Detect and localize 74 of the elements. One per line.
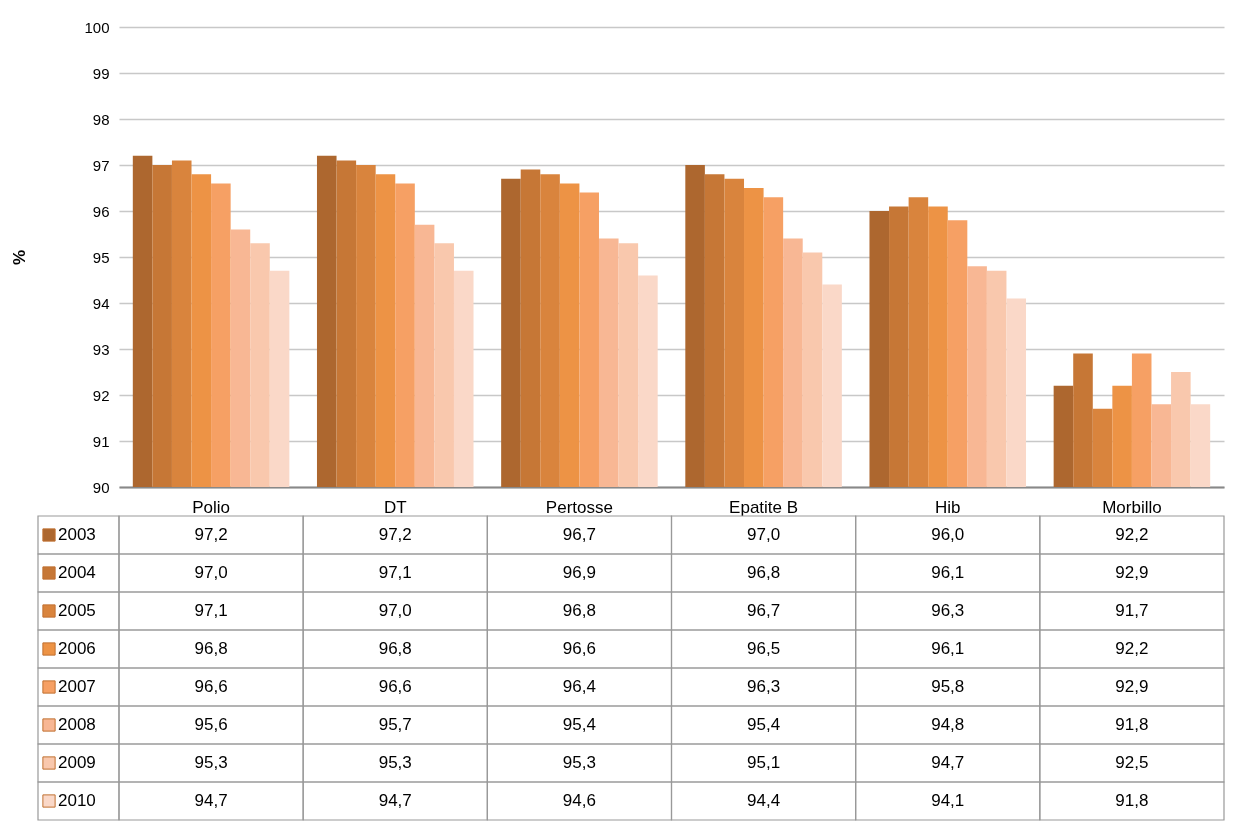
- data-label: 96,8: [194, 639, 228, 658]
- legend-label: 2008: [58, 715, 96, 734]
- data-label: 91,8: [1115, 791, 1149, 810]
- data-label: 96,6: [194, 677, 228, 696]
- data-label: 96,8: [562, 601, 596, 620]
- data-label: 97,1: [194, 601, 228, 620]
- data-label: 95,3: [378, 753, 412, 772]
- data-label: 96,8: [747, 563, 781, 582]
- y-tick-label: 98: [92, 110, 110, 128]
- data-label: 96,0: [931, 525, 965, 544]
- x-tick-label: Pertosse: [545, 497, 613, 517]
- data-label: 96,9: [562, 563, 596, 582]
- data-label: 95,4: [747, 715, 781, 734]
- legend-label: 2009: [58, 753, 96, 772]
- x-tick-label: Hib: [934, 497, 961, 517]
- data-label: 97,2: [194, 525, 228, 544]
- data-label: 94,7: [931, 753, 965, 772]
- data-label: 91,7: [1115, 601, 1149, 620]
- x-tick-label: Morbillo: [1102, 497, 1162, 517]
- x-tick-label: Epatite B: [729, 497, 799, 517]
- data-label: 96,6: [378, 677, 412, 696]
- data-label: 97,2: [378, 525, 412, 544]
- y-tick-label: 93: [92, 340, 110, 358]
- y-tick-label: 99: [92, 64, 110, 82]
- data-label: 96,1: [931, 639, 965, 658]
- y-axis-title: %: [10, 249, 30, 266]
- y-tick-label: 92: [92, 386, 110, 404]
- legend-label: 2010: [58, 791, 96, 810]
- y-tick-label: 97: [92, 156, 110, 174]
- y-tick-label: 91: [92, 432, 110, 450]
- data-label: 96,4: [562, 677, 596, 696]
- y-tick-label: 90: [92, 478, 110, 496]
- data-label: 97,1: [378, 563, 412, 582]
- data-label: 95,7: [378, 715, 412, 734]
- data-label: 97,0: [194, 563, 228, 582]
- legend-label: 2003: [58, 525, 96, 544]
- data-label: 96,8: [378, 639, 412, 658]
- data-label: 94,6: [562, 791, 596, 810]
- data-label: 96,5: [747, 639, 781, 658]
- data-label: 94,8: [931, 715, 965, 734]
- x-tick-label: Polio: [192, 497, 230, 517]
- data-label: 96,6: [562, 639, 596, 658]
- data-label: 95,6: [194, 715, 228, 734]
- data-label: 97,0: [747, 525, 781, 544]
- data-label: 95,8: [931, 677, 965, 696]
- y-tick-label: 94: [92, 294, 110, 312]
- data-label: 96,3: [931, 601, 965, 620]
- data-label: 92,2: [1115, 525, 1149, 544]
- data-label: 94,4: [747, 791, 781, 810]
- y-tick-label: 100: [84, 18, 110, 36]
- data-label: 95,3: [194, 753, 228, 772]
- data-label: 91,8: [1115, 715, 1149, 734]
- legend-label: 2006: [58, 639, 96, 658]
- legend-label: 2007: [58, 677, 96, 696]
- data-label: 96,7: [562, 525, 596, 544]
- data-label: 94,7: [194, 791, 228, 810]
- data-label: 95,3: [562, 753, 596, 772]
- y-tick-label: 95: [92, 248, 110, 266]
- data-label: 96,1: [931, 563, 965, 582]
- x-tick-label: DT: [383, 497, 407, 517]
- data-label: 92,2: [1115, 639, 1149, 658]
- data-label: 92,9: [1115, 563, 1149, 582]
- data-label: 94,1: [931, 791, 965, 810]
- y-tick-label: 96: [92, 202, 110, 220]
- legend-label: 2005: [58, 601, 96, 620]
- data-label: 97,0: [378, 601, 412, 620]
- data-label: 95,4: [562, 715, 596, 734]
- data-label: 92,9: [1115, 677, 1149, 696]
- legend-label: 2004: [58, 563, 96, 582]
- data-label: 96,3: [747, 677, 781, 696]
- data-label: 94,7: [378, 791, 412, 810]
- data-label: 95,1: [747, 753, 781, 772]
- data-label: 92,5: [1115, 753, 1149, 772]
- data-label: 96,7: [747, 601, 781, 620]
